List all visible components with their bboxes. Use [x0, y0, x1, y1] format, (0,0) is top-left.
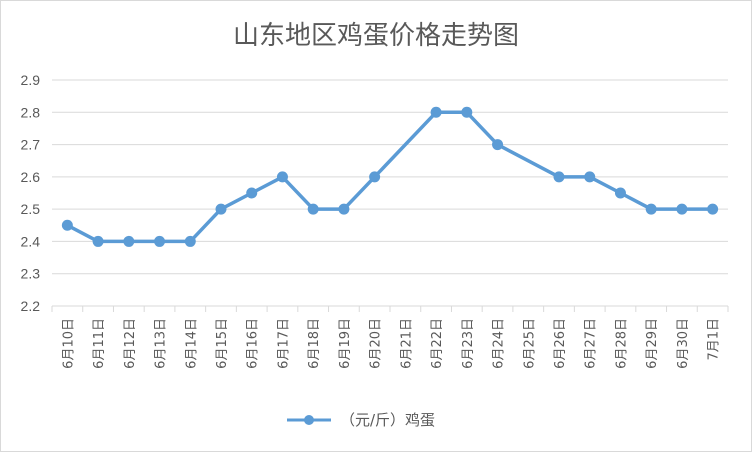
legend-label: （元/斤）鸡蛋 — [340, 411, 435, 429]
data-point — [154, 235, 166, 247]
x-tick-label: 6月24日 — [492, 318, 507, 369]
x-tick-label: 6月16日 — [246, 318, 261, 369]
data-point — [276, 171, 288, 183]
x-axis: 6月10日 6月11日 6月12日 6月13日 6月14日 6月15日 6月16日 6月17日… — [51, 306, 729, 369]
data-point — [307, 203, 319, 215]
data-point — [246, 187, 258, 199]
series-group — [61, 106, 719, 247]
x-tick-label: 6月23日 — [461, 318, 476, 369]
chart-title: 山东地区鸡蛋价格走势图 — [233, 21, 519, 51]
x-tick-label: 6月21日 — [399, 318, 414, 369]
y-tick-label: 2.7 — [21, 137, 41, 153]
data-point — [215, 203, 227, 215]
data-point — [92, 235, 104, 247]
data-point — [123, 235, 135, 247]
data-point — [553, 171, 565, 183]
x-tick-label: 6月15日 — [215, 318, 230, 369]
data-point — [707, 203, 719, 215]
x-tick-label: 6月17日 — [276, 318, 291, 369]
data-point — [645, 203, 657, 215]
x-tick-label: 6月22日 — [430, 318, 445, 369]
data-point — [676, 203, 688, 215]
x-tick-label: 6月26日 — [553, 318, 568, 369]
y-tick-label: 2.3 — [21, 266, 41, 282]
legend-point-marker — [304, 415, 314, 425]
y-tick-label: 2.8 — [21, 104, 41, 120]
x-tick-label: 6月27日 — [584, 318, 599, 369]
x-tick-label: 6月19日 — [338, 318, 353, 369]
data-point — [338, 203, 350, 215]
x-tick-label: 6月28日 — [614, 318, 629, 369]
data-point — [61, 219, 73, 231]
x-tick-label: 6月18日 — [307, 318, 322, 369]
legend: （元/斤）鸡蛋 — [287, 411, 435, 429]
data-point — [492, 139, 504, 151]
data-point — [461, 106, 473, 118]
data-point — [584, 171, 596, 183]
gridlines — [52, 79, 728, 307]
x-tick-label: 6月29日 — [645, 318, 660, 369]
x-tick-label: 6月25日 — [522, 318, 537, 369]
x-tick-label: 6月13日 — [154, 318, 169, 369]
x-tick-label: 6月10日 — [61, 318, 76, 369]
data-point — [369, 171, 381, 183]
x-tick-label: 6月20日 — [369, 318, 384, 369]
y-axis-ticks: 2.2 2.3 2.4 2.5 2.6 2.7 2.8 2.9 — [21, 72, 41, 314]
data-point — [614, 187, 626, 199]
data-point — [430, 106, 442, 118]
x-tick-label: 7月1日 — [707, 318, 722, 361]
x-tick-label: 6月12日 — [123, 318, 138, 369]
x-tick-label: 6月30日 — [676, 318, 691, 369]
data-point — [184, 235, 196, 247]
x-tick-label: 6月14日 — [184, 318, 199, 369]
x-tick-label: 6月11日 — [92, 318, 107, 369]
y-tick-label: 2.5 — [21, 201, 41, 217]
y-tick-label: 2.6 — [21, 169, 41, 185]
y-tick-label: 2.2 — [21, 298, 41, 314]
y-tick-label: 2.4 — [21, 233, 41, 249]
y-tick-label: 2.9 — [21, 72, 41, 88]
